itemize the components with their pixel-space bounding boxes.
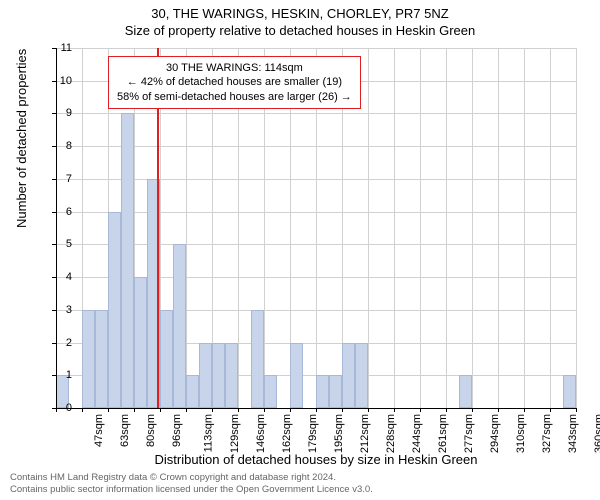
xtick-mark xyxy=(472,408,473,412)
xtick-label: 360sqm xyxy=(593,414,600,453)
histogram-bar xyxy=(108,212,121,408)
xtick-mark xyxy=(524,408,525,412)
histogram-bar xyxy=(225,343,238,408)
info-line-3: 58% of semi-detached houses are larger (… xyxy=(117,90,352,104)
ytick-mark xyxy=(52,310,56,311)
histogram-bar xyxy=(186,375,199,408)
x-axis-label: Distribution of detached houses by size … xyxy=(56,452,576,467)
title-address: 30, THE WARINGS, HESKIN, CHORLEY, PR7 5N… xyxy=(0,0,600,21)
xtick-mark xyxy=(576,408,577,412)
title-subtitle: Size of property relative to detached ho… xyxy=(0,21,600,38)
xtick-label: 96sqm xyxy=(171,414,183,447)
xtick-label: 63sqm xyxy=(119,414,131,447)
xtick-label: 179sqm xyxy=(307,414,319,453)
xtick-mark xyxy=(56,408,57,412)
xtick-label: 310sqm xyxy=(515,414,527,453)
ytick-mark xyxy=(52,48,56,49)
xtick-mark xyxy=(160,408,161,412)
footer-line-2: Contains public sector information licen… xyxy=(10,484,373,496)
xtick-mark xyxy=(82,408,83,412)
gridline-v xyxy=(420,48,421,408)
histogram-bar xyxy=(134,277,147,408)
xtick-mark xyxy=(186,408,187,412)
histogram-bar xyxy=(199,343,212,408)
histogram-bar xyxy=(342,343,355,408)
histogram-bar xyxy=(355,343,368,408)
histogram-bar xyxy=(329,375,342,408)
xtick-label: 47sqm xyxy=(93,414,105,447)
xtick-mark xyxy=(420,408,421,412)
xtick-label: 277sqm xyxy=(463,414,475,453)
histogram-bar xyxy=(95,310,108,408)
gridline-v xyxy=(524,48,525,408)
xtick-mark xyxy=(368,408,369,412)
xtick-label: 129sqm xyxy=(229,414,241,453)
xtick-label: 261sqm xyxy=(437,414,449,453)
info-line-2: ← 42% of detached houses are smaller (19… xyxy=(117,75,352,89)
xtick-label: 113sqm xyxy=(202,414,214,452)
ytick-mark xyxy=(52,244,56,245)
ytick-mark xyxy=(52,179,56,180)
histogram-bar xyxy=(82,310,95,408)
gridline-v xyxy=(498,48,499,408)
gridline-v xyxy=(368,48,369,408)
xtick-label: 80sqm xyxy=(145,414,157,447)
ytick-mark xyxy=(52,113,56,114)
gridline-v xyxy=(550,48,551,408)
y-axis-label: Number of detached properties xyxy=(14,49,29,228)
xtick-label: 343sqm xyxy=(567,414,579,453)
histogram-bar xyxy=(212,343,225,408)
histogram-bar xyxy=(160,310,173,408)
xtick-label: 294sqm xyxy=(489,414,501,453)
xtick-mark xyxy=(290,408,291,412)
footer-line-1: Contains HM Land Registry data © Crown c… xyxy=(10,472,373,484)
info-line-1: 30 THE WARINGS: 114sqm xyxy=(117,61,352,75)
ytick-mark xyxy=(52,146,56,147)
xtick-mark xyxy=(550,408,551,412)
histogram-bar xyxy=(264,375,277,408)
ytick-mark xyxy=(52,343,56,344)
xtick-label: 195sqm xyxy=(333,414,345,453)
gridline-v xyxy=(446,48,447,408)
histogram-bar xyxy=(121,113,134,408)
histogram-bar xyxy=(563,375,576,408)
gridline-v xyxy=(576,48,577,408)
xtick-label: 228sqm xyxy=(385,414,397,453)
gridline-v xyxy=(394,48,395,408)
xtick-mark xyxy=(134,408,135,412)
xtick-mark xyxy=(394,408,395,412)
xtick-mark xyxy=(108,408,109,412)
histogram-bar xyxy=(290,343,303,408)
ytick-mark xyxy=(52,375,56,376)
xtick-label: 162sqm xyxy=(281,414,293,453)
info-box: 30 THE WARINGS: 114sqm ← 42% of detached… xyxy=(108,56,361,109)
xtick-label: 146sqm xyxy=(255,414,267,453)
y-axis-line xyxy=(56,48,57,408)
gridline-v xyxy=(472,48,473,408)
histogram-bar xyxy=(459,375,472,408)
histogram-bar xyxy=(251,310,264,408)
xtick-mark xyxy=(264,408,265,412)
histogram-bar xyxy=(316,375,329,408)
xtick-mark xyxy=(446,408,447,412)
xtick-mark xyxy=(238,408,239,412)
xtick-label: 244sqm xyxy=(411,414,423,453)
xtick-mark xyxy=(212,408,213,412)
xtick-label: 212sqm xyxy=(359,414,371,453)
footer-attribution: Contains HM Land Registry data © Crown c… xyxy=(10,472,373,496)
histogram-bar xyxy=(173,244,186,408)
xtick-mark xyxy=(342,408,343,412)
ytick-mark xyxy=(52,277,56,278)
xtick-mark xyxy=(498,408,499,412)
chart-container: 30, THE WARINGS, HESKIN, CHORLEY, PR7 5N… xyxy=(0,0,600,500)
ytick-mark xyxy=(52,81,56,82)
ytick-mark xyxy=(52,212,56,213)
xtick-mark xyxy=(316,408,317,412)
xtick-label: 327sqm xyxy=(541,414,553,453)
